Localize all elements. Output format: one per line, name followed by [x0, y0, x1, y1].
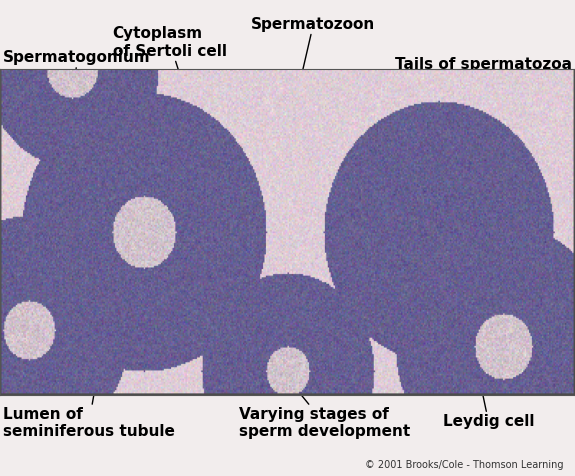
Text: Spermatozoon: Spermatozoon — [251, 17, 375, 74]
Text: Lumen of
seminiferous tubule: Lumen of seminiferous tubule — [3, 357, 175, 439]
Text: Spermatogonium: Spermatogonium — [3, 50, 151, 98]
Text: Tails of spermatozoa: Tails of spermatozoa — [395, 57, 572, 93]
Text: © 2001 Brooks/Cole - Thomson Learning: © 2001 Brooks/Cole - Thomson Learning — [365, 460, 564, 470]
Text: Cytoplasm
of Sertoli cell: Cytoplasm of Sertoli cell — [113, 26, 227, 79]
Text: Varying stages of
sperm development: Varying stages of sperm development — [239, 350, 410, 439]
Text: Leydig cell: Leydig cell — [443, 355, 534, 429]
